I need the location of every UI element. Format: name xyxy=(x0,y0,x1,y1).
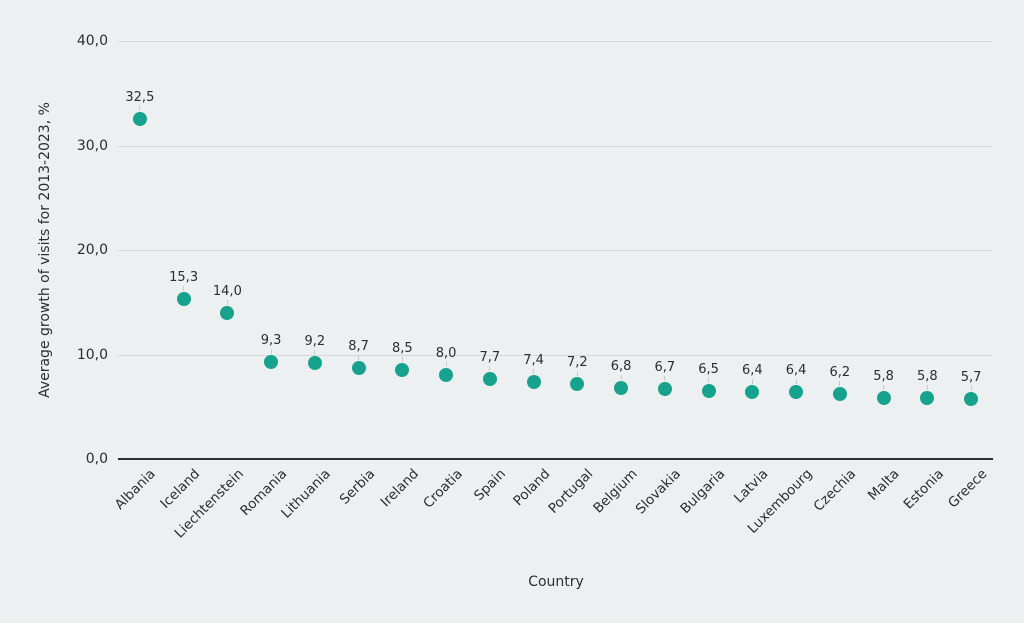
value-leader-line xyxy=(445,362,447,368)
data-point-value: 7,7 xyxy=(479,349,501,365)
data-point xyxy=(745,385,760,400)
y-gridline xyxy=(118,41,993,42)
data-point xyxy=(482,371,497,386)
y-tick-label: 0,0 xyxy=(85,451,108,467)
x-tick-label: Czechia xyxy=(810,466,860,515)
value-leader-line xyxy=(533,368,535,374)
data-point xyxy=(220,305,235,320)
data-point xyxy=(964,392,979,407)
x-tick-label: Albania xyxy=(112,466,160,513)
data-point-value: 15,3 xyxy=(169,270,199,286)
x-tick-label: Greece xyxy=(945,466,991,512)
data-point xyxy=(264,354,279,369)
x-tick-label: Latvia xyxy=(731,466,772,507)
data-point xyxy=(920,391,935,406)
x-tick-label: Croatia xyxy=(419,466,466,512)
value-leader-line xyxy=(226,299,228,305)
value-leader-line xyxy=(489,365,491,371)
data-point xyxy=(351,361,366,376)
data-point-value: 9,3 xyxy=(260,332,282,348)
value-leader-line xyxy=(795,379,797,385)
data-point-value: 7,4 xyxy=(523,352,544,368)
data-point xyxy=(132,112,147,127)
data-point-value: 5,8 xyxy=(873,369,894,385)
data-point-value: 6,7 xyxy=(654,359,676,375)
data-point-value: 5,8 xyxy=(917,369,938,385)
data-point-value: 7,2 xyxy=(567,354,588,370)
y-tick-label: 10,0 xyxy=(76,346,108,363)
x-tick-label: Portugal xyxy=(545,466,597,517)
x-tick-label: Spain xyxy=(471,466,510,504)
value-leader-line xyxy=(883,385,885,391)
x-tick-label: Serbia xyxy=(336,466,378,508)
data-point xyxy=(176,292,191,307)
data-point-value: 5,7 xyxy=(960,370,982,386)
value-leader-line xyxy=(401,357,403,363)
value-leader-line xyxy=(270,348,272,354)
y-gridline xyxy=(118,145,993,147)
value-leader-line xyxy=(926,385,928,391)
x-tick-label: Estonia xyxy=(900,466,947,513)
data-point xyxy=(832,387,847,402)
value-leader-line xyxy=(708,378,710,384)
x-axis-line xyxy=(118,458,993,460)
data-point-value: 6,5 xyxy=(698,362,719,378)
data-point-value: 9,2 xyxy=(304,333,326,349)
data-point xyxy=(876,391,891,406)
data-point-value: 8,5 xyxy=(392,341,413,357)
data-point-value: 6,2 xyxy=(829,365,851,381)
value-leader-line xyxy=(751,379,753,385)
data-point-value: 8,7 xyxy=(348,339,369,355)
y-gridline xyxy=(118,250,993,251)
value-leader-line xyxy=(620,374,622,380)
y-tick-label: 40,0 xyxy=(76,33,108,49)
data-point xyxy=(439,368,454,383)
value-leader-line xyxy=(970,386,972,392)
data-point-value: 8,0 xyxy=(435,346,457,362)
data-point-value: 6,4 xyxy=(785,363,807,379)
x-tick-label: Belgium xyxy=(589,466,641,517)
data-point-value: 14,0 xyxy=(212,283,242,299)
data-point xyxy=(395,363,410,378)
value-leader-line xyxy=(576,370,578,376)
data-point-value: 32,5 xyxy=(125,90,155,106)
data-point xyxy=(789,385,804,400)
value-leader-line xyxy=(314,349,316,355)
data-point-value: 6,8 xyxy=(610,358,632,374)
data-point xyxy=(570,376,585,391)
x-axis-title: Country xyxy=(528,574,584,590)
x-tick-label: Malta xyxy=(865,466,903,504)
value-leader-line xyxy=(839,381,841,387)
y-gridline xyxy=(118,354,993,356)
x-tick-label: Slovakia xyxy=(632,466,685,518)
data-point xyxy=(657,381,672,396)
data-point xyxy=(526,374,541,389)
y-tick-label: 30,0 xyxy=(76,137,108,154)
data-point-value: 6,4 xyxy=(742,363,763,379)
data-point xyxy=(614,380,629,395)
x-tick-label: Bulgaria xyxy=(677,466,728,517)
value-leader-line xyxy=(183,286,185,292)
value-leader-line xyxy=(139,106,141,112)
data-point xyxy=(307,355,322,370)
value-leader-line xyxy=(664,375,666,381)
data-point xyxy=(701,384,716,399)
value-leader-line xyxy=(358,355,360,361)
x-tick-label: Ireland xyxy=(377,466,422,511)
y-tick-label: 20,0 xyxy=(76,242,108,258)
